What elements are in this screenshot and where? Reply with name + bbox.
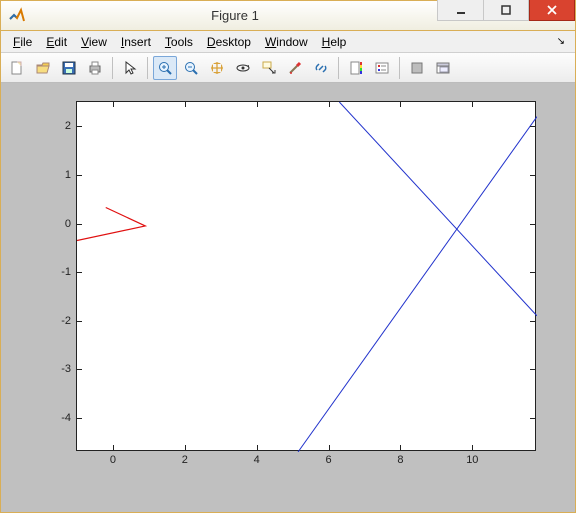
- menu-help[interactable]: Help: [316, 33, 353, 51]
- menu-desktop[interactable]: Desktop: [201, 33, 257, 51]
- zoom-out-button[interactable]: [179, 56, 203, 80]
- open-button[interactable]: [31, 56, 55, 80]
- ytick-label: 1: [65, 169, 71, 181]
- toolbar-sep: [338, 57, 339, 79]
- close-button[interactable]: [529, 0, 575, 21]
- menu-file[interactable]: File: [7, 33, 38, 51]
- menu-insert[interactable]: Insert: [115, 33, 157, 51]
- maximize-button[interactable]: [483, 0, 529, 21]
- new-figure-button[interactable]: [5, 56, 29, 80]
- link-button[interactable]: [309, 56, 333, 80]
- pointer-button[interactable]: [118, 56, 142, 80]
- xtick-label: 4: [254, 454, 260, 466]
- ytick-label: 2: [65, 120, 71, 132]
- toolbar-sep: [112, 57, 113, 79]
- xtick-label: 8: [397, 454, 403, 466]
- ytick-label: -1: [61, 266, 71, 278]
- axes[interactable]: -4-3-2-10120246810: [76, 101, 536, 451]
- colorbar-button[interactable]: [344, 56, 368, 80]
- window-buttons: [437, 1, 575, 30]
- toolbar-sep: [399, 57, 400, 79]
- menubar-overflow-icon[interactable]: ↘: [557, 36, 569, 47]
- toolbar: [1, 53, 575, 83]
- ytick-label: -4: [61, 412, 71, 424]
- print-button[interactable]: [83, 56, 107, 80]
- rotate-button[interactable]: [231, 56, 255, 80]
- window-title: Figure 1: [33, 8, 437, 23]
- brush-button[interactable]: [283, 56, 307, 80]
- figure-window: Figure 1 File Edit View Insert Tools Des…: [0, 0, 576, 513]
- dock-button[interactable]: [431, 56, 455, 80]
- xtick-label: 0: [110, 454, 116, 466]
- pan-button[interactable]: [205, 56, 229, 80]
- menu-edit[interactable]: Edit: [40, 33, 73, 51]
- hide-tools-button[interactable]: [405, 56, 429, 80]
- data-cursor-button[interactable]: [257, 56, 281, 80]
- titlebar[interactable]: Figure 1: [1, 1, 575, 31]
- ytick-label: -2: [61, 315, 71, 327]
- figure-canvas[interactable]: -4 -3 -2 -1 0 1 2 0 2 4 6 8 10: [1, 83, 575, 512]
- series-line-up: [298, 117, 537, 452]
- xtick-label: 2: [182, 454, 188, 466]
- matlab-icon: [7, 6, 27, 26]
- xtick-label: 6: [326, 454, 332, 466]
- ytick-label: 0: [65, 218, 71, 230]
- menu-view[interactable]: View: [75, 33, 113, 51]
- toolbar-sep: [147, 57, 148, 79]
- zoom-in-button[interactable]: [153, 56, 177, 80]
- save-button[interactable]: [57, 56, 81, 80]
- ytick-label: -3: [61, 363, 71, 375]
- plot-lines: [77, 102, 537, 452]
- xtick-label: 10: [466, 454, 478, 466]
- minimize-button[interactable]: [437, 0, 483, 21]
- legend-button[interactable]: [370, 56, 394, 80]
- menubar: File Edit View Insert Tools Desktop Wind…: [1, 31, 575, 53]
- menu-window[interactable]: Window: [259, 33, 314, 51]
- menu-tools[interactable]: Tools: [159, 33, 199, 51]
- series-red-arrow: [77, 207, 145, 240]
- series-line-down: [339, 102, 537, 316]
